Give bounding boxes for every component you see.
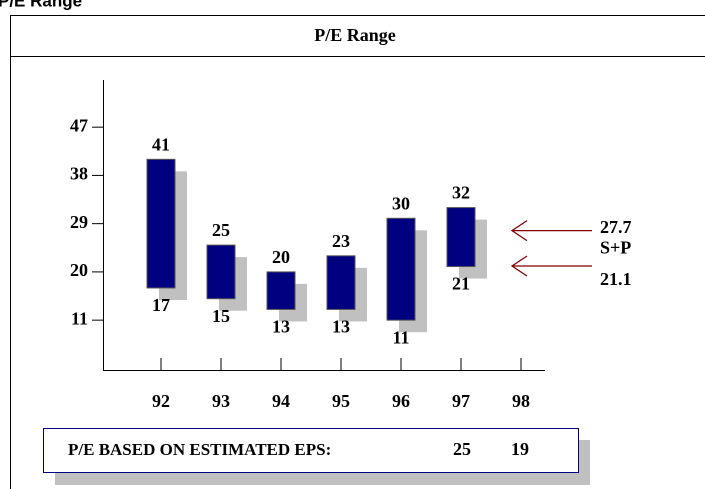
footer-value: 19 (511, 439, 529, 459)
low-label: 11 (392, 327, 409, 347)
high-label: 23 (332, 231, 350, 251)
high-label: 30 (392, 193, 410, 213)
x-tick-label: 97 (452, 391, 470, 411)
low-label: 17 (152, 295, 170, 315)
arrow (510, 220, 592, 242)
low-label: 21 (452, 274, 470, 294)
y-tick-label: 20 (70, 260, 88, 280)
bar (206, 244, 236, 300)
x-tick-label: 98 (512, 391, 530, 411)
x-tick-label: 95 (332, 391, 350, 411)
annotation-high-label: 27.7 (600, 217, 632, 237)
high-label: 41 (152, 134, 170, 154)
bar (146, 158, 176, 289)
chart-title: P/E Range (314, 25, 396, 45)
page-title: P/E Range (0, 0, 82, 10)
y-tick-label: 38 (70, 164, 88, 184)
footer-box (43, 428, 579, 473)
y-tick-label: 47 (70, 115, 88, 135)
high-label: 32 (452, 183, 470, 203)
annotation-name: S+P (600, 237, 631, 257)
arrow (510, 255, 592, 277)
low-label: 13 (272, 317, 290, 337)
annotation-low-label: 21.1 (600, 269, 632, 289)
footer-value: 25 (453, 439, 471, 459)
low-label: 13 (332, 317, 350, 337)
chart-frame (10, 15, 705, 489)
high-label: 20 (272, 247, 290, 267)
x-tick-label: 93 (212, 391, 230, 411)
x-tick-label: 96 (392, 391, 410, 411)
x-tick-label: 92 (152, 391, 170, 411)
x-tick-label: 94 (272, 391, 290, 411)
bar (326, 255, 356, 310)
y-tick-label: 11 (71, 308, 88, 328)
low-label: 15 (212, 306, 230, 326)
bar (386, 217, 416, 321)
bar (266, 271, 296, 310)
y-tick-label: 29 (70, 212, 88, 232)
footer-label: P/E BASED ON ESTIMATED EPS: (68, 440, 331, 459)
high-label: 25 (212, 220, 230, 240)
bar (446, 207, 476, 268)
